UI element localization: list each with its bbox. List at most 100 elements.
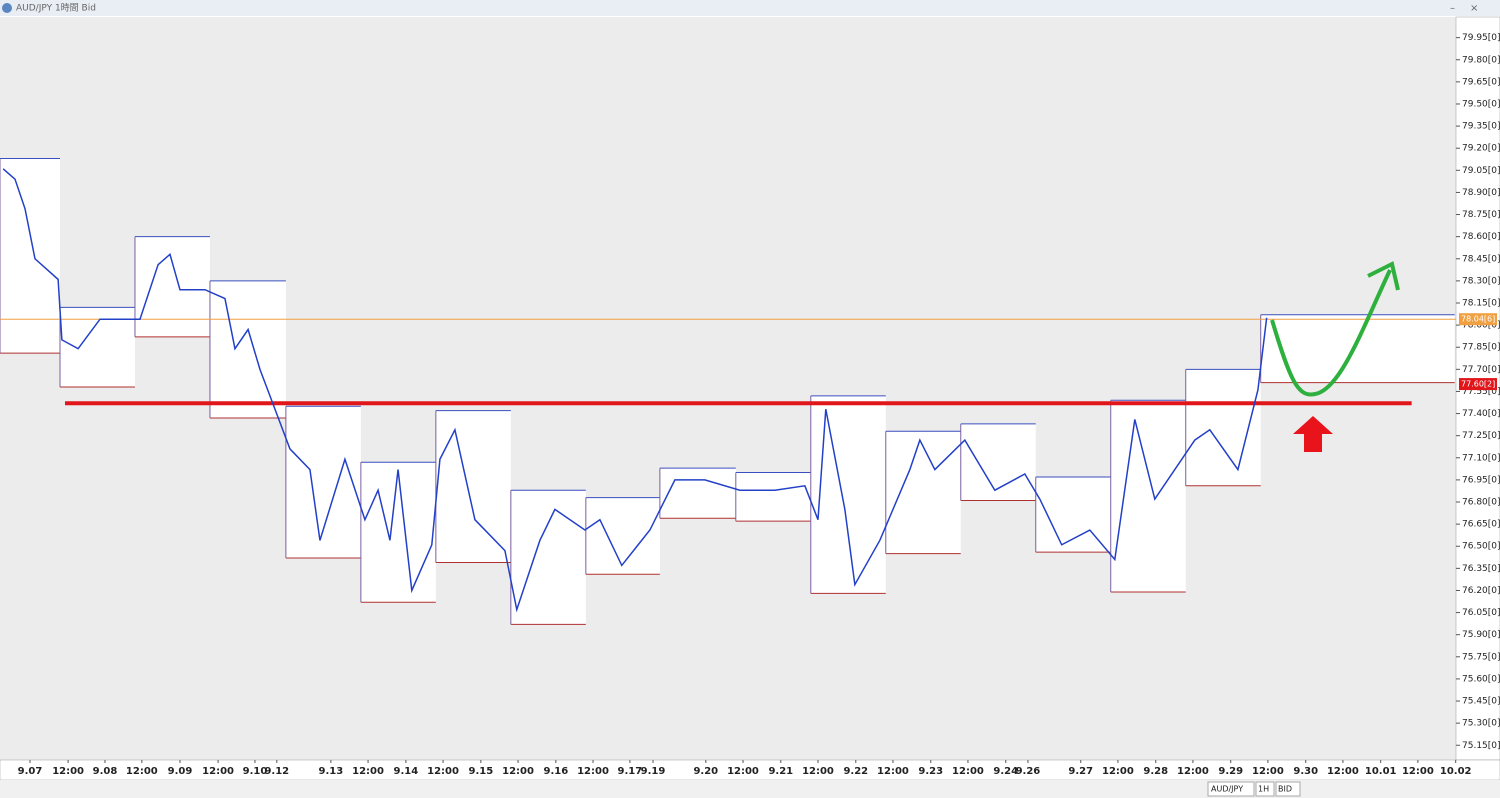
y-tick-label: 76.65[0] [1462, 520, 1500, 530]
range-box [735, 472, 811, 522]
x-tick-label: 10.02 [1440, 766, 1472, 777]
x-tick-label: 9.26 [1016, 766, 1041, 777]
close-button[interactable]: × [1470, 3, 1478, 14]
x-tick-label: 9.14 [394, 766, 419, 777]
x-tick-label: 9.19 [641, 766, 666, 777]
x-tick-label: 9.08 [93, 766, 118, 777]
x-tick-label: 9.23 [918, 766, 943, 777]
x-tick-label: 9.15 [469, 766, 494, 777]
x-tick-label: 12:00 [202, 766, 234, 777]
y-tick-label: 79.50[0] [1462, 99, 1500, 109]
y-tick-label: 79.35[0] [1462, 122, 1500, 132]
x-tick-label: 9.16 [543, 766, 568, 777]
x-tick-label: 9.17 [618, 766, 643, 777]
x-tick-label: 12:00 [802, 766, 834, 777]
range-box [285, 406, 361, 559]
range-box [885, 431, 961, 554]
range-box [0, 158, 60, 354]
range-box [360, 462, 436, 603]
x-tick-label: 9.07 [18, 766, 43, 777]
price-line-series [2, 168, 1268, 613]
x-tick-label: 12:00 [877, 766, 909, 777]
range-box [209, 280, 286, 418]
y-tick-label: 79.05[0] [1462, 166, 1500, 176]
x-tick-label: 10.01 [1365, 766, 1397, 777]
y-tick-label: 77.10[0] [1462, 453, 1500, 463]
y-tick-label: 75.45[0] [1462, 697, 1500, 707]
x-tick-label: 12:00 [1327, 766, 1359, 777]
range-box [59, 307, 135, 388]
y-tick-label: 78.45[0] [1462, 254, 1500, 264]
y-tick-label: 79.65[0] [1462, 77, 1500, 87]
y-tick-label: 75.60[0] [1462, 674, 1500, 684]
x-tick-label: 9.09 [168, 766, 193, 777]
x-tick-label: 12:00 [727, 766, 759, 777]
x-tick-label: 9.29 [1218, 766, 1243, 777]
symbol-select[interactable] [1207, 781, 1255, 797]
y-tick-label: 79.80[0] [1462, 55, 1500, 65]
y-tick-label: 78.90[0] [1462, 188, 1500, 198]
x-tick-label: 12:00 [952, 766, 984, 777]
x-tick-label: 9.24 [993, 766, 1018, 777]
timeframe-select[interactable] [1255, 781, 1275, 797]
y-tick-label: 78.30[0] [1462, 276, 1500, 286]
y-tick-label: 76.20[0] [1462, 586, 1500, 596]
y-tick-label: 77.25[0] [1462, 431, 1500, 441]
minimize-button[interactable]: – [1450, 3, 1455, 14]
x-tick-label: 12:00 [1402, 766, 1434, 777]
y-tick-label: 75.15[0] [1462, 741, 1500, 751]
timeframe-label[interactable]: 1H [1258, 785, 1269, 794]
x-tick-label: 9.10 [243, 766, 268, 777]
x-tick-label: 9.21 [768, 766, 793, 777]
y-tick-label: 76.95[0] [1462, 475, 1500, 485]
x-tick-label: 12:00 [577, 766, 609, 777]
y-tick-label: 75.75[0] [1462, 652, 1500, 662]
forecast-arrowhead [1367, 261, 1400, 291]
price-type-select[interactable] [1275, 781, 1301, 797]
x-tick-label: 9.22 [843, 766, 868, 777]
y-tick-label: 76.50[0] [1462, 542, 1500, 552]
x-tick-label: 12:00 [1102, 766, 1134, 777]
x-tick-label: 12:00 [502, 766, 534, 777]
y-tick-label: 77.70[0] [1462, 365, 1500, 375]
range-box [510, 490, 586, 625]
y-tick-label: 76.35[0] [1462, 564, 1500, 574]
x-tick-label: 9.13 [319, 766, 344, 777]
x-tick-label: 9.28 [1143, 766, 1168, 777]
range-box [134, 236, 210, 337]
range-box [585, 497, 660, 575]
forecast-curve [1270, 269, 1392, 397]
range-box [810, 395, 886, 594]
x-tick-label: 12:00 [1177, 766, 1209, 777]
y-tick-label: 77.85[0] [1462, 343, 1500, 353]
title-bar [0, 0, 1500, 16]
y-tick-label: 76.05[0] [1462, 608, 1500, 618]
y-tick-label: 76.80[0] [1462, 498, 1500, 508]
x-tick-label: 9.12 [264, 766, 289, 777]
x-tick-label: 12:00 [352, 766, 384, 777]
y-tick-label: 75.30[0] [1462, 719, 1500, 729]
price-marker-box [1459, 378, 1497, 391]
symbol-label[interactable]: AUD/JPY [1211, 785, 1243, 794]
x-tick-label: 9.27 [1068, 766, 1093, 777]
y-tick-label: 78.00[0] [1462, 321, 1500, 331]
y-tick-label: 78.60[0] [1462, 232, 1500, 242]
y-tick-label: 78.15[0] [1462, 298, 1500, 308]
window-title: AUD/JPY 1時間 Bid [16, 3, 96, 14]
y-tick-label: 79.95[0] [1462, 33, 1500, 43]
price-type-label[interactable]: BID [1278, 785, 1292, 794]
app-icon [2, 3, 12, 13]
price-marker-box [1459, 313, 1497, 326]
x-tick-label: 12:00 [1252, 766, 1284, 777]
status-bar [0, 780, 1500, 798]
y-tick-label: 75.90[0] [1462, 630, 1500, 640]
x-tick-label: 12:00 [427, 766, 459, 777]
range-box [1260, 314, 1455, 383]
y-tick-label: 78.75[0] [1462, 210, 1500, 220]
y-tick-label: 77.40[0] [1462, 409, 1500, 419]
plot-layer: 79.95[0] 79.80[0] 79.65[0] 79.50[0] 79.35[0]… [0, 33, 1500, 777]
price-marker-label: 78.04[6] [1461, 315, 1495, 324]
x-tick-label: 9.20 [693, 766, 718, 777]
